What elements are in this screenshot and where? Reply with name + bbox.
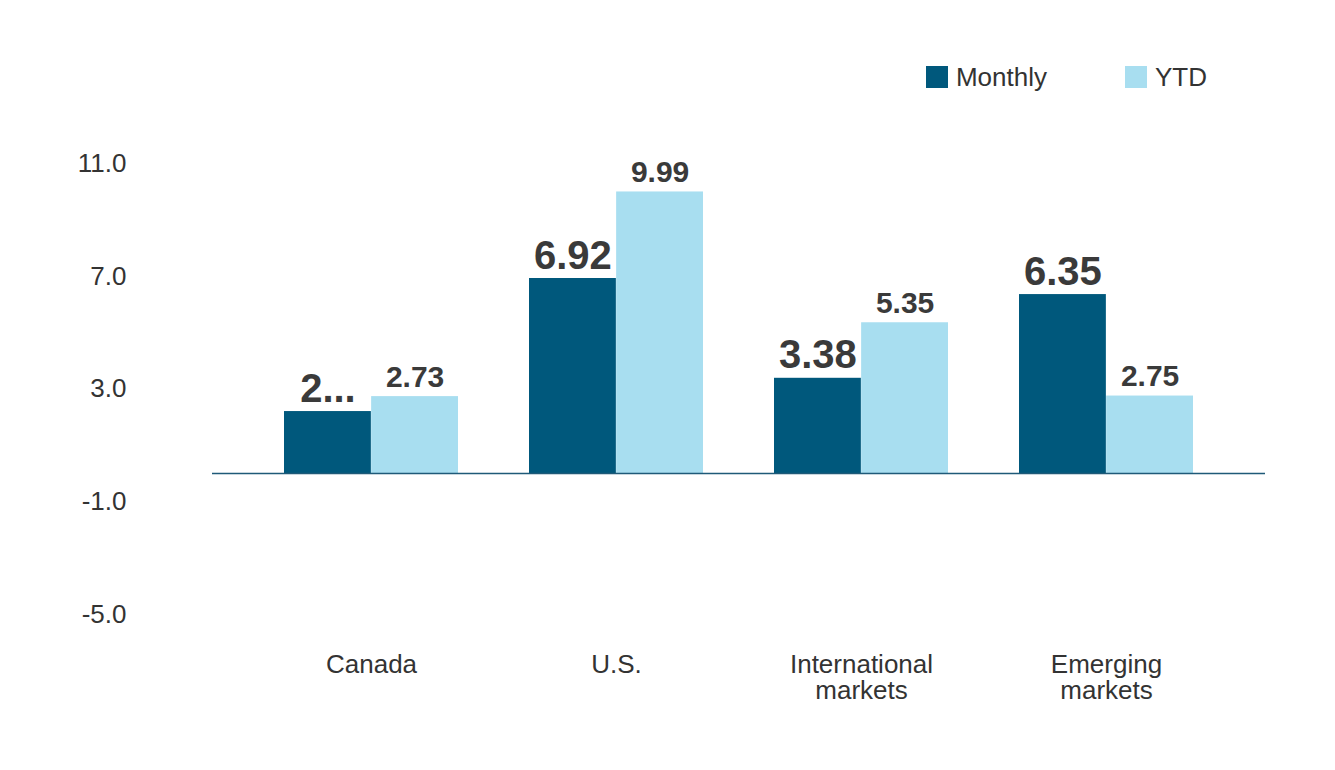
- svg-text:Internationalmarkets: Internationalmarkets: [790, 649, 933, 705]
- svg-text:U.S.: U.S.: [591, 649, 642, 679]
- svg-text:7.0: 7.0: [90, 261, 126, 291]
- svg-text:-1.0: -1.0: [82, 486, 127, 516]
- svg-text:3.0: 3.0: [90, 373, 126, 403]
- svg-text:2.73: 2.73: [386, 360, 444, 393]
- svg-text:Canada: Canada: [326, 649, 418, 679]
- svg-text:9.99: 9.99: [631, 155, 689, 188]
- svg-text:2.75: 2.75: [1121, 359, 1179, 392]
- svg-text:5.35: 5.35: [876, 286, 934, 319]
- svg-text:-5.0: -5.0: [82, 599, 127, 629]
- svg-text:6.92: 6.92: [534, 233, 612, 277]
- svg-text:11.0: 11.0: [78, 148, 127, 178]
- svg-text:6.35: 6.35: [1024, 249, 1102, 293]
- html-text:YTD: YTD: [1155, 61, 1207, 92]
- html-text:Monthly: Monthly: [956, 61, 1047, 92]
- svg-text:Emergingmarkets: Emergingmarkets: [1051, 649, 1162, 705]
- svg-text:3.38: 3.38: [779, 332, 857, 376]
- svg-text:2...: 2...: [300, 366, 356, 410]
